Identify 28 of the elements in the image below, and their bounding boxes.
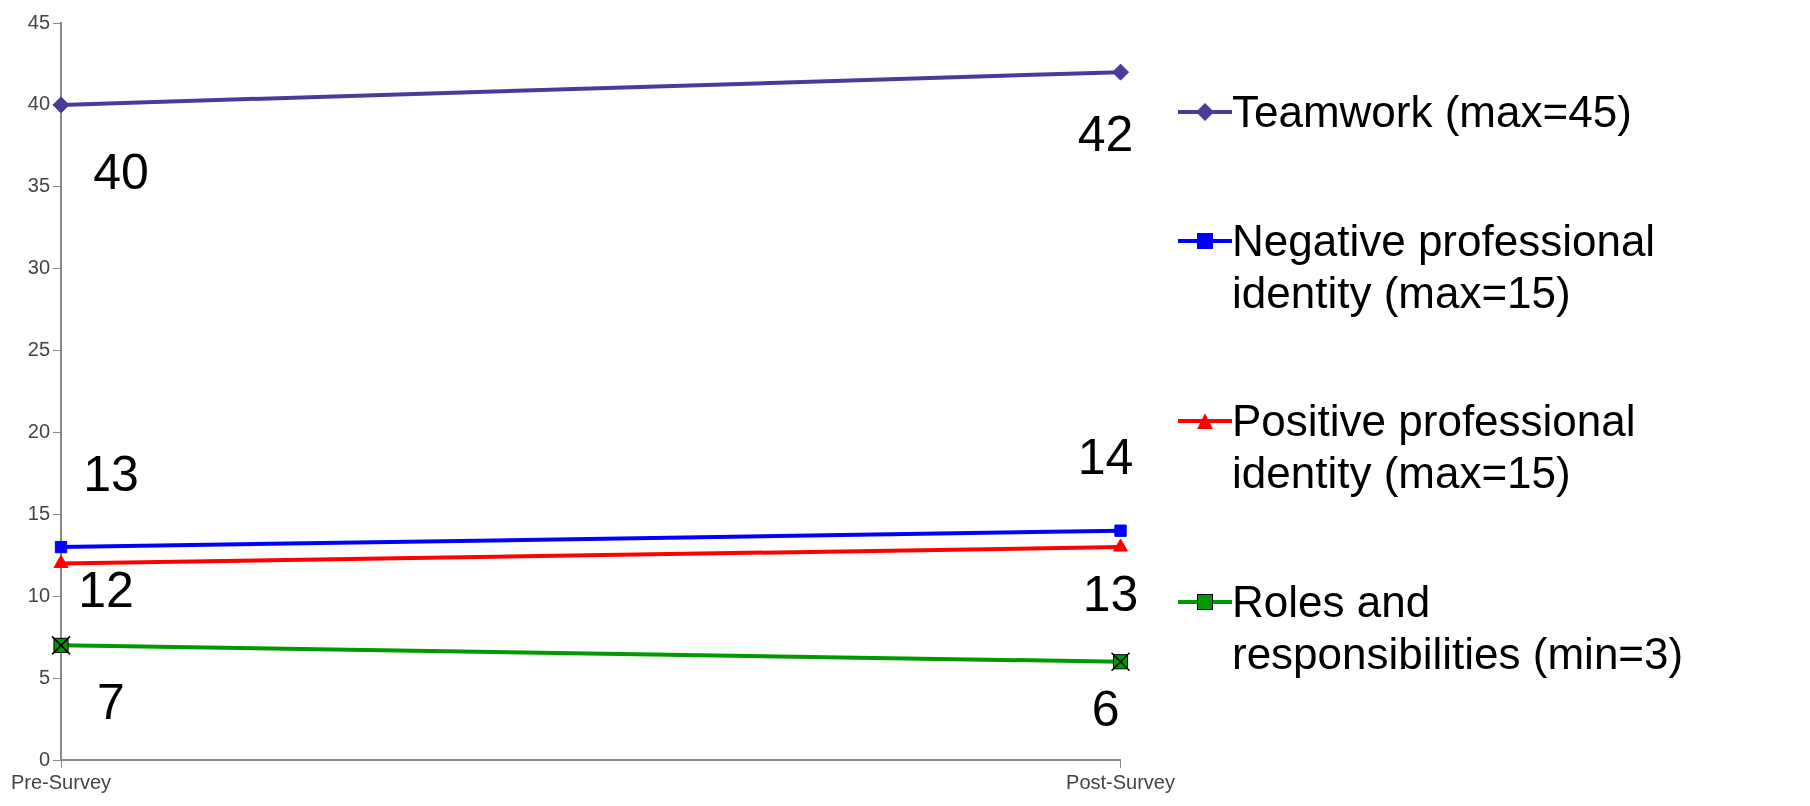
data-label: 12	[78, 562, 134, 619]
y-tick-label: 45	[27, 10, 51, 33]
data-label: 6	[1091, 680, 1120, 737]
y-tick-label: 10	[27, 583, 51, 606]
y-tick-label: 5	[38, 665, 51, 688]
data-label: 40	[93, 143, 149, 200]
data-label: 13	[1082, 565, 1139, 622]
point	[54, 540, 68, 554]
legend-label: Negative professional identity (max=15)	[1232, 214, 1657, 319]
data-label: 42	[1077, 105, 1134, 162]
y-tick-label: 20	[27, 419, 51, 442]
legend-label: Teamwork (max=45)	[1232, 86, 1632, 139]
y-tick-label: 30	[27, 256, 51, 279]
x-tick-label: Pre-Survey	[11, 770, 112, 793]
data-label: 14	[1077, 429, 1134, 486]
legend-label: Roles and responsibilities (min=3)	[1232, 575, 1685, 680]
y-tick-label: 40	[27, 92, 51, 115]
x-tick-label: Post-Survey	[1066, 770, 1176, 793]
legend-label: Positive professional identity (max=15)	[1232, 395, 1637, 500]
data-label: 7	[97, 674, 125, 731]
y-tick-label: 35	[27, 174, 51, 197]
point	[52, 96, 70, 114]
y-tick-label: 25	[27, 338, 51, 361]
y-tick-label: 0	[38, 747, 51, 770]
point	[1112, 63, 1130, 81]
y-tick-label: 15	[27, 501, 51, 524]
point	[1114, 524, 1127, 537]
data-label: 13	[83, 445, 139, 502]
